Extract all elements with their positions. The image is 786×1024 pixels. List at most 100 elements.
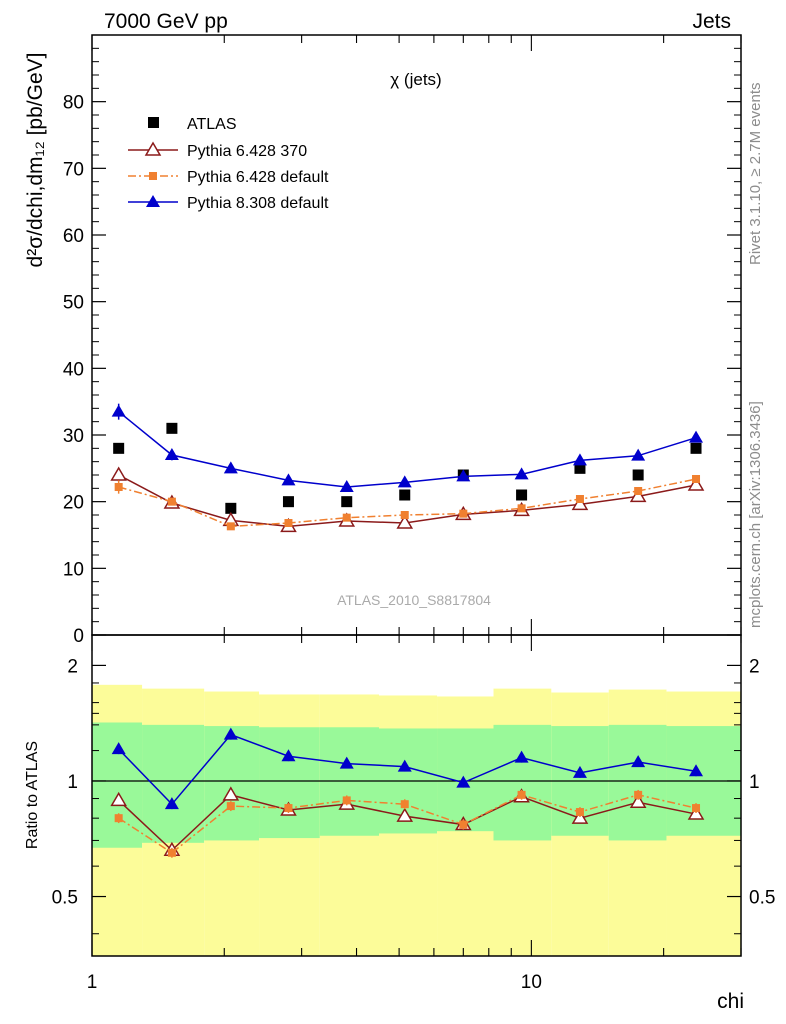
ratio-inner-band [608,724,667,841]
main-point-p6-default [634,487,643,495]
main-point-p6-default [167,497,176,506]
main-point-atlas [574,462,586,474]
ratio-point-p6-default [459,820,468,829]
main-point-p6-default [226,522,235,531]
ratio-uncertainty-bands [92,684,741,956]
ratio-y-tick-label: 1 [67,772,78,793]
main-point-p6-default [575,495,584,503]
ratio-y-tick-label: 2 [67,656,78,677]
main-point-p6-370 [629,487,647,503]
legend: ATLAS Pythia 6.428 370 Pythia 6.428 defa… [128,116,329,212]
main-point-atlas [690,442,702,454]
x-axis-label: chi [717,990,744,1013]
ratio-point-p6-370 [687,805,705,820]
ratio-point-p8-default [111,742,126,755]
main-point-p6-370 [110,466,127,481]
main-point-p6-370 [396,514,414,529]
ratio-point-p8-default [397,759,412,772]
ratio-y-axis-label: Ratio to ATLAS [24,741,41,849]
main-point-p8-default [631,448,646,461]
legend-p8-default-marker [146,195,160,207]
main-point-p6-default [692,475,701,483]
main-y-tick-label: 30 [63,426,84,447]
main-y-tick-label: 10 [63,559,84,580]
ratio-y-tick-label-right: 2 [749,656,760,677]
main-point-p8-default [111,404,126,417]
main-y-tick-label: 20 [63,493,84,514]
ratio-point-p6-default [167,848,176,857]
main-point-atlas [341,496,353,508]
main-point-p8-default [397,475,412,488]
legend-atlas-marker [148,117,159,128]
ratio-point-p6-370 [222,786,240,801]
ratio-inner-band [493,724,552,841]
main-point-p6-370 [687,476,705,491]
main-point-p6-default [342,513,351,522]
ratio-x-axis: 1 10 [87,635,742,993]
main-y-tick-label: 70 [63,159,84,180]
ratio-point-p8-default [689,764,704,777]
main-x-axis-ticks [91,35,742,635]
ratio-point-p6-370 [629,793,647,809]
ratio-line-p6-default [118,794,697,854]
ratio-y-tick-label-right: 0.5 [749,888,775,909]
ratio-point-p8-default [572,765,587,778]
ratio-point-p8-default [223,727,238,740]
ratio-point-p6-default [400,800,409,809]
header-process: Jets [692,10,731,33]
main-point-p8-default [339,480,354,492]
ratio-inner-band [259,727,320,839]
main-point-p8-default [514,467,529,480]
main-point-atlas [225,502,237,514]
main-line-p8-default [118,411,697,488]
mcplots-info: mcplots.cern.ch [arXiv:1306.3436] [747,401,764,628]
ratio-point-p8-default [456,775,471,788]
ratio-point-p6-default [284,804,293,813]
main-point-atlas [399,489,411,501]
main-y-axis: 0 10 20 30 40 50 60 70 80 [63,47,741,647]
ratio-y-axis: 0.5 0.5 1 1 2 2 [52,656,775,935]
legend-p6-default-label: Pythia 6.428 default [187,169,329,186]
legend-p6-370-marker [144,141,162,156]
ratio-point-p8-default [281,749,296,762]
ratio-series-layer [110,727,705,858]
ratio-y-tick-label-right: 1 [749,772,760,793]
ratio-point-p6-370 [396,807,414,822]
main-point-atlas [632,469,644,481]
main-y-axis-label: d²σ/dchi,dm₁₂ [pb/GeV] [24,53,47,268]
main-point-atlas [516,489,528,501]
main-point-p8-default [223,461,238,474]
main-y-tick-label: 0 [73,626,84,647]
ratio-point-p8-default [164,797,179,810]
ratio-point-p8-default [631,755,646,768]
main-point-p8-default [456,469,471,482]
main-point-p8-default [281,473,296,486]
x-tick-label: 1 [87,972,98,993]
main-y-tick-label: 50 [63,293,84,314]
main-point-p6-370 [571,495,589,511]
main-point-p6-default [459,509,468,518]
ratio-point-p6-default [575,808,584,817]
main-point-p8-default [689,430,704,443]
main-point-p6-default [400,511,409,519]
header-energy: 7000 GeV pp [104,10,228,33]
ratio-point-p6-default [226,802,235,811]
main-point-atlas [282,496,294,508]
legend-atlas-label: ATLAS [187,116,237,133]
main-y-tick-label: 80 [63,93,84,114]
main-point-atlas [113,442,125,454]
main-y-tick-label: 40 [63,359,84,380]
rivet-info: Rivet 3.1.10, ≥ 2.7M events [747,83,764,266]
ratio-inner-band [92,722,143,848]
main-point-p8-default [572,453,587,466]
ratio-panel-frame [91,634,742,957]
ratio-point-p6-default [692,804,701,813]
main-point-p6-default [114,483,123,491]
ratio-point-p6-default [342,796,351,805]
legend-p8-default-label: Pythia 8.308 default [187,195,329,212]
ratio-inner-band [204,726,260,841]
main-point-p6-default [517,504,526,513]
ratio-point-p6-default [114,814,123,823]
main-y-tick-label: 60 [63,226,84,247]
